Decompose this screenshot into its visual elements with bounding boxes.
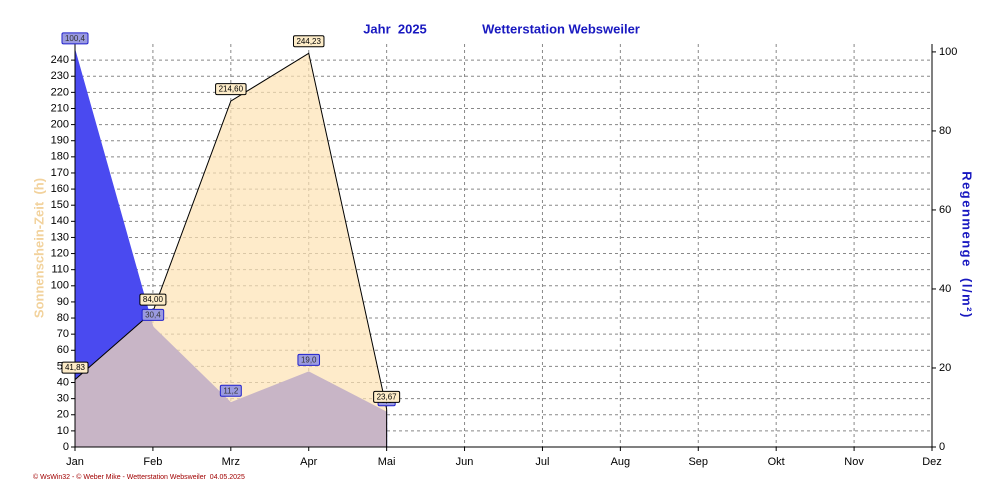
data-label-text: 41,83 (65, 363, 86, 372)
data-label: 41,83 (61, 361, 89, 374)
y-tick-label: 110 (51, 264, 69, 276)
y-tick-label: 240 (51, 54, 69, 66)
x-tick-label: Feb (143, 456, 162, 468)
x-tick-label: Aug (611, 456, 631, 468)
areas (74, 50, 388, 448)
y-tick-label: 90 (57, 296, 69, 308)
data-label-text: 19,0 (301, 356, 317, 365)
data-label-text: 214,60 (219, 85, 244, 94)
y2-tick-label: 40 (939, 283, 951, 295)
x-tick-label: Jan (66, 456, 84, 468)
data-label-box (292, 35, 325, 48)
data-label-box (61, 32, 89, 45)
y2-tick-label: 100 (939, 46, 957, 58)
data-label-text: 30,4 (145, 310, 161, 319)
x-tick-label: Mai (378, 456, 396, 468)
y-tick-label: 190 (51, 135, 69, 147)
data-label: 214,60 (215, 83, 247, 96)
axes: 0102030405060708090100110120130140150160… (51, 44, 957, 468)
data-label-box (297, 353, 321, 366)
data-label: 30,4 (141, 308, 165, 321)
grid (75, 44, 932, 448)
y-tick-label: 140 (51, 215, 69, 227)
chart-title: Jahr 2025 (363, 21, 427, 36)
y-tick-label: 150 (51, 199, 69, 211)
x-tick-label: Mrz (222, 456, 240, 468)
data-label-box (219, 384, 242, 397)
data-label: 100,4 (61, 32, 89, 45)
y-tick-label: 200 (51, 119, 69, 131)
y-tick-label: 210 (51, 102, 69, 114)
y2-axis-label: Regenmenge (l/m²) (960, 171, 975, 319)
data-label-text: 23,67 (377, 392, 398, 401)
x-tick-label: Dez (922, 456, 942, 468)
data-label: 244,23 (292, 35, 325, 48)
labels: 100,430,411,219,08,841,8384,00214,60244,… (61, 32, 401, 407)
y-tick-label: 100 (51, 280, 69, 292)
x-tick-label: Jun (456, 456, 474, 468)
y-tick-label: 60 (57, 344, 69, 356)
y-axis-label: Sonnenschein-Zeit (h) (31, 178, 46, 318)
footer: © WsWin32 - © Weber Mike - Wetterstation… (33, 473, 245, 481)
x-tick-label: Jul (535, 456, 549, 468)
y2-tick-label: 0 (939, 441, 945, 453)
y-tick-label: 40 (57, 376, 69, 388)
data-label: 19,0 (297, 353, 321, 366)
y-tick-label: 80 (57, 312, 69, 324)
y-tick-label: 70 (57, 328, 69, 340)
y-tick-label: 120 (51, 247, 69, 259)
y-tick-label: 20 (57, 409, 69, 421)
y2-tick-label: 80 (939, 125, 951, 137)
y-tick-label: 30 (57, 393, 69, 405)
data-label: 11,2 (219, 384, 242, 397)
y-tick-label: 10 (57, 425, 69, 437)
data-label-text: 100,4 (65, 34, 86, 43)
y2-tick-label: 60 (939, 204, 951, 216)
y-tick-label: 0 (63, 441, 69, 453)
data-label-box (141, 308, 165, 321)
y-tick-label: 170 (51, 167, 69, 179)
chart-subtitle: Wetterstation Websweiler (482, 21, 640, 36)
y-tick-label: 180 (51, 151, 69, 163)
x-tick-label: Apr (300, 456, 317, 468)
x-tick-label: Nov (844, 456, 864, 468)
data-label-box (215, 83, 247, 96)
data-label-box (139, 293, 167, 306)
y2-tick-label: 20 (939, 362, 951, 374)
y-tick-label: 220 (51, 86, 69, 98)
data-label: 23,67 (373, 390, 401, 403)
data-label-box (373, 390, 401, 403)
data-label-text: 84,00 (143, 295, 164, 304)
y-tick-label: 130 (51, 231, 69, 243)
x-tick-label: Sep (688, 456, 708, 468)
y-tick-label: 230 (51, 70, 69, 82)
data-label-text: 11,2 (223, 386, 239, 395)
data-label: 84,00 (139, 293, 167, 306)
data-label-box (61, 361, 89, 374)
y-tick-label: 160 (51, 183, 69, 195)
x-tick-label: Okt (768, 456, 785, 468)
data-label-text: 244,23 (296, 37, 321, 46)
